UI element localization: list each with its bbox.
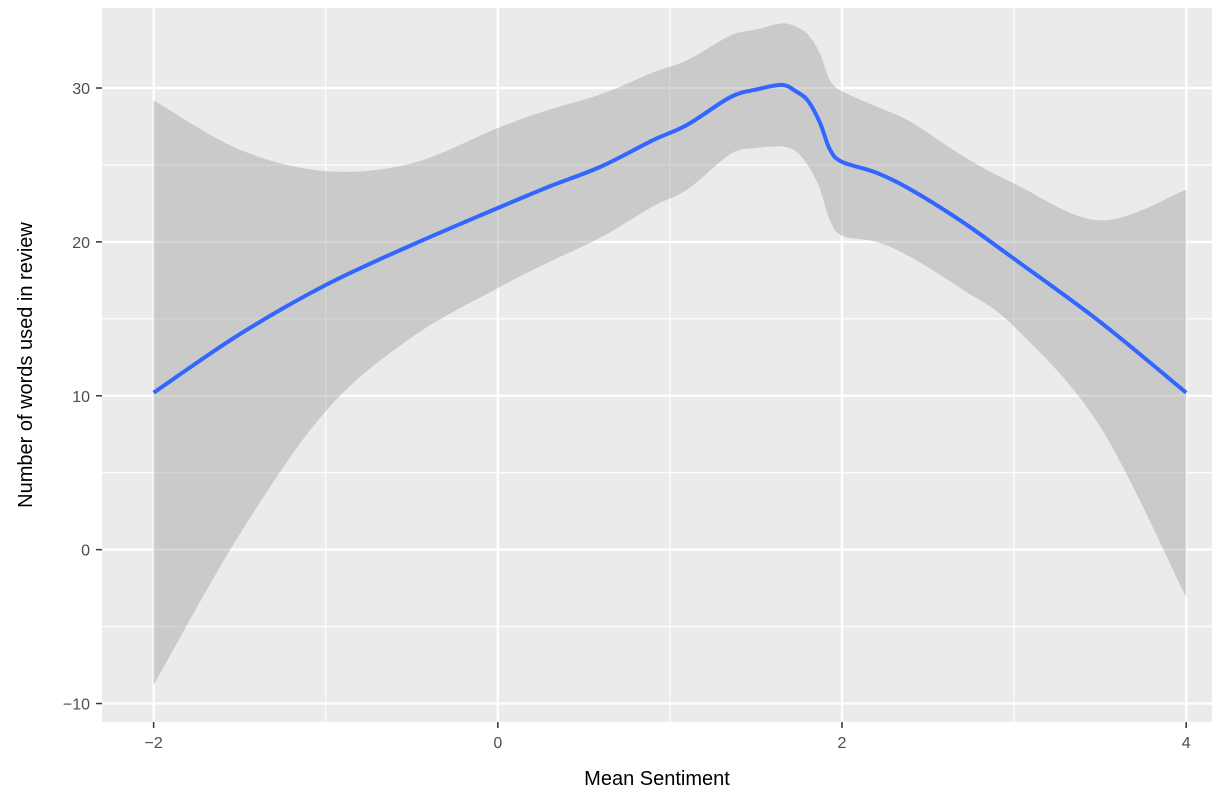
confidence-ribbon bbox=[153, 23, 1187, 686]
y-tick-label: 30 bbox=[72, 81, 90, 98]
x-tick-label: 2 bbox=[838, 735, 847, 752]
smooth-line bbox=[152, 82, 1188, 395]
minor-gridlines bbox=[102, 8, 1212, 722]
x-tick-label: 0 bbox=[493, 735, 502, 752]
x-tick-label: −2 bbox=[145, 735, 163, 752]
x-tick-label: 4 bbox=[1182, 735, 1191, 752]
y-axis: −10 0 10 20 30 bbox=[63, 81, 102, 714]
y-tick-label: 20 bbox=[72, 235, 90, 252]
x-axis-title: Mean Sentiment bbox=[584, 768, 730, 790]
major-gridlines bbox=[102, 8, 1212, 722]
x-axis: −2 0 2 4 bbox=[145, 722, 1191, 752]
plot-panel bbox=[102, 8, 1212, 722]
y-tick-label: 0 bbox=[81, 543, 90, 560]
y-tick-label: −10 bbox=[63, 697, 90, 714]
y-tick-label: 10 bbox=[72, 389, 90, 406]
y-axis-title: Number of words used in review bbox=[15, 222, 37, 508]
